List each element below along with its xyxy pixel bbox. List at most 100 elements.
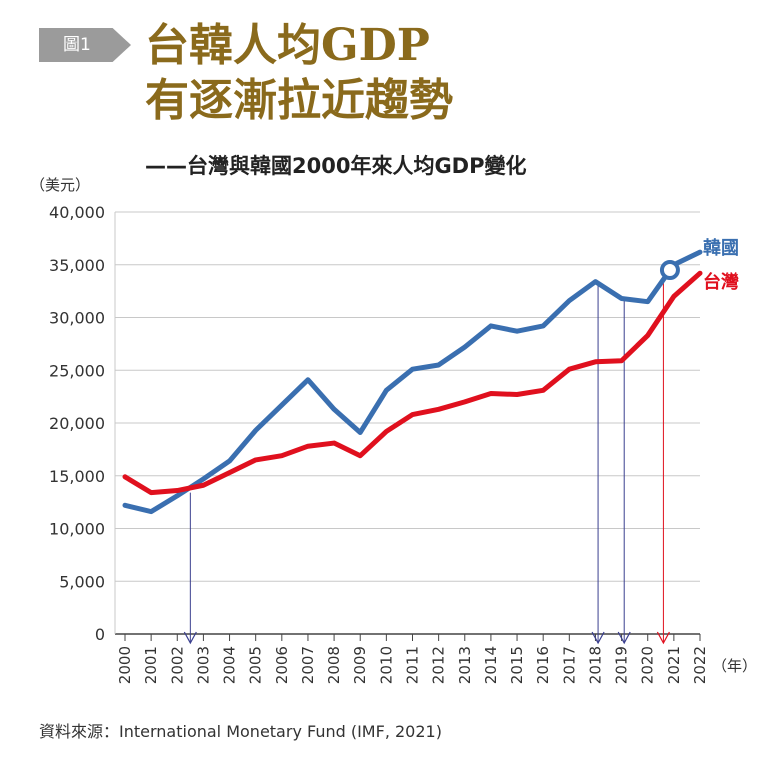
x-tick-label: 2012 — [430, 646, 448, 684]
x-tick-label: 2020 — [639, 646, 657, 684]
y-tick-label: 0 — [95, 625, 105, 644]
x-tick-label: 2006 — [273, 646, 291, 684]
arrow-head — [656, 631, 670, 645]
data-point — [175, 493, 180, 498]
y-tick-label: 25,000 — [49, 361, 105, 380]
data-point — [227, 470, 232, 475]
x-axis-unit: （年） — [712, 657, 757, 675]
data-point — [462, 345, 467, 350]
y-tick-label: 40,000 — [49, 203, 105, 222]
data-point — [332, 407, 337, 412]
x-axis-ticks: 2000 2001 2002 2003 2004 2005 2006 2007 2008 2009… — [116, 634, 709, 684]
chart-title: 台韓人均GDP 有逐漸拉近趨勢 — [145, 18, 453, 128]
data-point — [488, 323, 493, 328]
y-axis-unit: （美元） — [30, 176, 90, 194]
x-tick-label: 2022 — [691, 646, 709, 684]
title-line-2: 有逐漸拉近趨勢 — [145, 75, 453, 126]
data-point — [567, 298, 572, 303]
y-tick-label: 10,000 — [49, 520, 105, 539]
data-point — [123, 474, 127, 479]
data-point — [541, 323, 546, 328]
grid-lines — [114, 211, 700, 635]
y-tick-label: 15,000 — [49, 467, 105, 486]
x-tick-label: 2018 — [586, 646, 604, 684]
data-point — [698, 250, 702, 255]
data-point — [593, 279, 598, 284]
crossover-marker — [659, 260, 680, 281]
x-tick-label: 2016 — [534, 646, 552, 684]
title-line-1: 台韓人均GDP — [145, 20, 430, 71]
x-tick-label: 2014 — [482, 646, 500, 684]
x-tick-label: 2021 — [665, 646, 683, 684]
data-point — [515, 329, 520, 334]
data-point — [619, 296, 624, 301]
data-point — [593, 359, 598, 364]
series-label-korea: 韓國 — [703, 237, 739, 259]
data-point — [515, 392, 520, 397]
data-point — [671, 294, 676, 299]
data-point — [410, 412, 415, 417]
data-point — [305, 444, 310, 449]
x-tick-label: 2001 — [142, 646, 160, 684]
data-point — [201, 476, 206, 481]
data-series — [122, 249, 703, 515]
x-tick-label: 2003 — [194, 646, 212, 684]
data-point — [253, 457, 258, 462]
data-point — [123, 503, 127, 508]
data-point — [567, 367, 572, 372]
series-label-taiwan: 台灣 — [703, 271, 739, 293]
figure-badge: 圖1 — [39, 28, 131, 62]
highlight-arrows — [183, 277, 670, 645]
chart-subtitle: ——台灣與韓國2000年來人均GDP變化 — [145, 154, 527, 178]
data-point — [619, 358, 624, 363]
y-tick-label: 35,000 — [49, 256, 105, 275]
data-point — [541, 388, 546, 393]
data-point — [175, 488, 180, 493]
x-tick-label: 2013 — [456, 646, 474, 684]
x-tick-label: 2008 — [325, 646, 343, 684]
data-point — [149, 509, 154, 514]
data-point — [358, 430, 363, 435]
data-point — [436, 407, 441, 412]
data-point — [645, 333, 650, 338]
data-point — [149, 490, 154, 495]
x-tick-label: 2005 — [247, 646, 265, 684]
data-point — [698, 271, 702, 276]
y-tick-label: 30,000 — [49, 309, 105, 328]
x-tick-label: 2019 — [613, 646, 631, 684]
x-tick-label: 2002 — [168, 646, 186, 684]
data-point — [645, 299, 650, 304]
data-point — [462, 399, 467, 404]
data-point — [332, 441, 337, 446]
data-point — [305, 377, 310, 382]
data-point — [279, 403, 284, 408]
arrow-head — [591, 631, 605, 645]
data-point — [253, 428, 258, 433]
y-axis-ticks: 0 5,000 10,000 15,000 20,000 25,000 30,000 35,0… — [49, 203, 105, 644]
x-tick-label: 2015 — [508, 646, 526, 684]
data-point — [436, 362, 441, 367]
data-point — [488, 391, 493, 396]
y-tick-label: 5,000 — [59, 572, 105, 591]
data-point — [227, 458, 232, 463]
x-tick-label: 2000 — [116, 646, 134, 684]
series-line-korea — [122, 249, 703, 515]
data-point — [410, 367, 415, 372]
x-tick-label: 2011 — [404, 646, 422, 684]
source-note: 資料來源：International Monetary Fund (IMF, 2… — [39, 722, 442, 741]
x-tick-label: 2017 — [560, 646, 578, 684]
arrow-head — [183, 631, 197, 645]
x-tick-label: 2007 — [299, 646, 317, 684]
x-tick-label: 2010 — [377, 646, 395, 684]
data-point — [279, 453, 284, 458]
data-point — [384, 388, 389, 393]
data-point — [384, 429, 389, 434]
x-tick-label: 2004 — [221, 646, 239, 684]
series-line-taiwan — [122, 270, 703, 496]
y-tick-label: 20,000 — [49, 414, 105, 433]
data-point — [358, 453, 363, 458]
x-tick-label: 2009 — [351, 646, 369, 684]
arrow-head — [617, 631, 631, 645]
